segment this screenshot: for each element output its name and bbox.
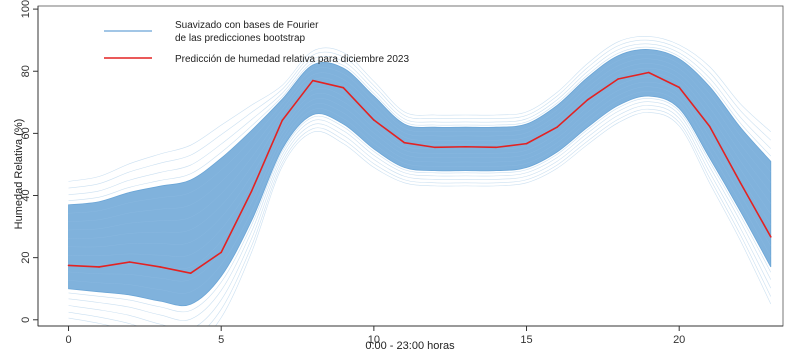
prediction-line-layer <box>67 71 772 274</box>
x-tick-label: 10 <box>368 334 380 346</box>
prediction-point <box>159 266 161 268</box>
y-tick-label: 40 <box>20 189 32 201</box>
bootstrap-curve <box>68 77 771 257</box>
bootstrap-curve <box>68 112 772 326</box>
prediction-point <box>617 78 619 80</box>
prediction-point <box>220 251 222 254</box>
prediction-point <box>739 181 742 184</box>
prediction-point <box>434 146 436 149</box>
y-tick-label: 0 <box>20 317 32 323</box>
x-tick-label: 5 <box>218 334 224 346</box>
x-tick-label: 15 <box>520 334 532 346</box>
prediction-point <box>189 272 192 274</box>
prediction-point <box>67 264 70 267</box>
bootstrap-curve <box>68 101 772 321</box>
prediction-point <box>403 141 406 144</box>
bootstrap-curve <box>68 58 771 222</box>
prediction-point <box>556 126 558 128</box>
prediction-point <box>495 146 497 149</box>
prediction-point <box>708 125 711 128</box>
bootstrap-curve <box>68 63 771 231</box>
prediction-point <box>464 145 467 148</box>
y-axis-label: Humedad Relativa (%) <box>13 119 25 230</box>
prediction-point <box>678 86 680 89</box>
y-tick-label: 20 <box>20 252 32 264</box>
axes: 0 20 40 60 80 100 0 5 10 15 20 <box>20 0 784 346</box>
bootstrap-curve <box>68 105 772 326</box>
prediction-point <box>342 86 345 89</box>
bootstrap-band <box>68 36 772 326</box>
legend-label-bootstrap-line1: Suavizado con bases de Fourier <box>175 20 319 31</box>
prediction-point <box>128 261 131 263</box>
bootstrap-curve <box>68 91 772 294</box>
prediction-point <box>281 119 284 122</box>
y-tick-label: 100 <box>20 0 32 18</box>
bootstrap-curve <box>68 81 772 270</box>
prediction-point <box>586 99 589 101</box>
x-tick-label: 20 <box>673 334 685 346</box>
prediction-point <box>98 266 100 268</box>
prediction-point <box>312 79 314 82</box>
y-tick-label: 60 <box>20 127 32 139</box>
bootstrap-curve <box>68 98 772 313</box>
x-tick-label: 0 <box>65 334 71 346</box>
x-axis-label: 0:00 - 23:00 horas <box>365 340 455 352</box>
prediction-point <box>373 119 375 121</box>
bootstrap-curve <box>68 43 772 196</box>
legend: Suavizado con bases de Fourier de las pr… <box>104 20 409 65</box>
legend-label-prediction: Predicción de humedad relativa para dici… <box>175 54 409 65</box>
prediction-point <box>769 236 772 238</box>
legend-label-bootstrap-line2: de las predicciones bootstrap <box>175 33 306 44</box>
prediction-line <box>68 71 772 274</box>
prediction-point <box>647 71 650 74</box>
bootstrap-curve <box>68 108 772 326</box>
prediction-point <box>525 142 528 145</box>
bootstrap-curve <box>68 46 772 201</box>
bootstrap-curve <box>68 86 772 282</box>
y-tick-label: 80 <box>20 65 32 77</box>
bootstrap-curve <box>68 36 771 182</box>
bootstrap-core <box>68 49 772 307</box>
prediction-point <box>250 190 253 192</box>
bootstrap-curve <box>68 53 771 214</box>
bootstrap-curve <box>68 39 771 189</box>
